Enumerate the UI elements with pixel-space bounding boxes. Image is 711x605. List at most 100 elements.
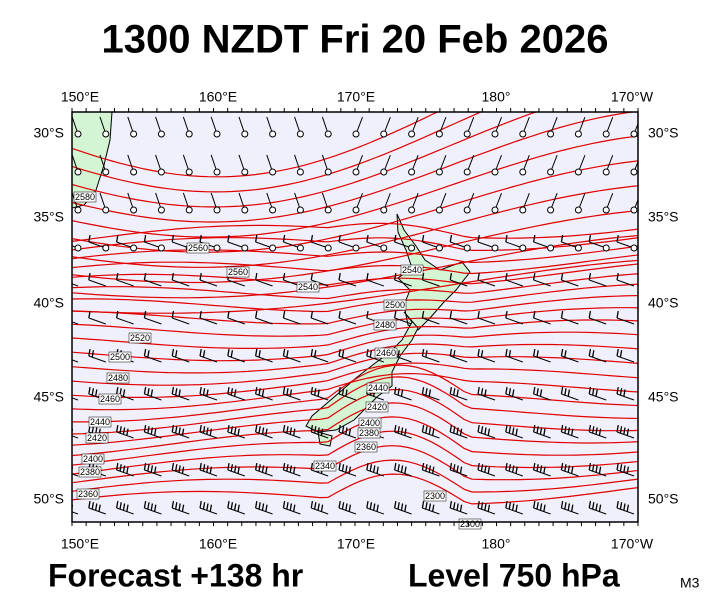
barb-staff [561,279,579,287]
barb-feather [171,462,175,471]
barb-feather [310,424,314,433]
barb-feather [366,500,369,509]
lat-label-left: 35°S [33,209,64,225]
contour-label: 2420 [87,433,107,443]
barb-feather [227,234,230,243]
barb-staff [394,317,412,325]
barb-feather [480,464,484,472]
barb-feather [505,348,508,357]
barb-feather [567,503,571,511]
barb-feather [598,428,602,436]
barb-feather [143,462,147,471]
barb-staff [72,435,79,439]
barb-feather [115,272,119,281]
barb-station [130,206,138,214]
barb-feather [227,310,230,319]
barb-feather [153,466,157,474]
barb-feather [393,386,397,395]
lon-label-top: 180° [482,89,511,105]
barb-station [185,130,193,138]
contour-label: 2340 [315,461,335,471]
barb-feather [425,426,428,434]
contour-label: 2560 [228,267,248,277]
barb-feather [431,504,435,512]
barb-feather [258,464,261,472]
barb-station [408,244,416,252]
barb-feather [564,464,567,472]
barb-feather [588,424,592,433]
barb-feather [345,465,348,473]
contour-label: 2580 [75,192,95,202]
barb-feather [199,462,202,471]
barb-feather [480,388,484,396]
barb-feather [178,427,181,435]
barb-station [435,244,443,252]
barb-feather [400,389,404,397]
barb-station [185,206,193,214]
barb-feather [619,388,623,396]
contour-label: 2480 [108,373,128,383]
barb-feather [341,350,345,358]
barb-station [269,168,277,176]
barb-station [602,130,610,138]
barb-feather [286,426,289,434]
barb-feather [397,426,400,434]
lat-label-left: 45°S [33,389,64,405]
barb-feather [369,350,373,358]
barb-feather [254,310,258,319]
barb-station [574,168,582,176]
barb-station [74,130,82,138]
contour-line [72,294,638,325]
barb-feather [171,386,175,395]
contour-label-box [365,401,389,413]
barb-feather [449,310,453,319]
barb-feather [338,500,341,509]
barb-feather [543,504,546,512]
contour-line [72,237,638,251]
barb-feather [508,350,512,358]
barb-feather [532,310,536,319]
barb-feather [425,502,428,510]
barb-staff [422,317,440,325]
barb-feather [147,464,150,472]
barb-station [630,130,638,138]
contour-label-box [98,393,122,405]
contour-line [72,362,638,398]
barb-feather [289,465,293,473]
barb-staff [338,279,357,287]
barb-feather [428,427,432,435]
contour-label: 2520 [130,333,150,343]
barb-feather [171,234,175,243]
barb-feather [310,500,314,509]
barb-feather [261,427,265,435]
contour-label-box [400,264,424,276]
barb-feather [456,503,459,511]
forecast-label: Forecast +138 hr [48,557,303,593]
barb-staff [72,321,79,325]
barb-feather [449,500,453,509]
contour-label: 2560 [188,243,208,253]
barb-station [102,244,110,252]
barb-feather [261,389,265,397]
barb-feather [292,428,296,436]
barb-feather [199,310,202,319]
barb-station [157,130,165,138]
lon-label-bottom: 150°E [61,536,99,552]
barb-feather [508,464,512,472]
barb-feather [202,388,206,396]
barb-feather [147,426,150,434]
contour-line [72,343,638,374]
barb-feather [202,502,206,510]
barb-feather [233,503,237,511]
barb-feather [477,424,480,433]
level-label: Level 750 hPa [408,557,620,593]
contour-label-box [354,441,378,453]
barb-feather [199,424,202,433]
barb-feather [616,500,619,509]
contour-label: 2360 [78,489,98,499]
barb-staff [589,317,607,325]
contour-label-box [423,490,447,502]
lon-label-top: 160°E [199,89,237,105]
barb-feather [421,310,425,319]
barb-feather [452,502,456,510]
